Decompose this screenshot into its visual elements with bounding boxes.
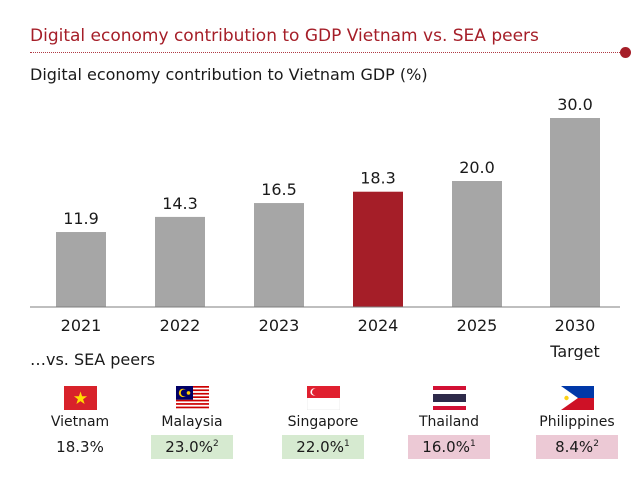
peer-value: 22.0%1 — [282, 435, 364, 459]
category-label: 2021 — [61, 316, 102, 335]
header-divider — [30, 52, 620, 53]
malaysia-flag-icon — [175, 386, 209, 410]
bar-2024 — [353, 191, 403, 307]
thailand-flag-icon — [432, 386, 466, 410]
category-label: Target — [549, 342, 600, 360]
peer-name: Singapore — [287, 414, 359, 430]
category-label: 2025 — [457, 316, 498, 335]
peer-name: Vietnam — [50, 414, 110, 430]
category-label: 2022 — [160, 316, 201, 335]
peer-malaysia: Malaysia 23.0%2 — [137, 386, 247, 459]
singapore-flag-icon — [306, 386, 340, 410]
peer-philippines: Philippines 8.4%2 — [522, 386, 632, 459]
peer-value: 8.4%2 — [536, 435, 618, 459]
value-label: 30.0 — [557, 95, 593, 114]
value-label: 11.9 — [63, 209, 99, 228]
peer-value: 18.3% — [56, 438, 104, 456]
peer-name: Malaysia — [161, 414, 223, 430]
philippines-flag-icon — [560, 386, 594, 410]
value-label: 20.0 — [459, 158, 495, 177]
peer-value: 23.0%2 — [151, 435, 233, 459]
peer-singapore: Singapore 22.0%1 — [268, 386, 378, 459]
bar-2023 — [254, 203, 304, 307]
category-label: 2023 — [259, 316, 300, 335]
category-label: 2024 — [358, 316, 399, 335]
value-label: 16.5 — [261, 180, 297, 199]
peers-title: …vs. SEA peers — [30, 350, 156, 369]
vietnam-flag-icon — [63, 386, 97, 410]
peer-vietnam: Vietnam 18.3% — [25, 386, 135, 459]
peer-value: 16.0%1 — [408, 435, 490, 459]
bar-2022 — [155, 216, 205, 307]
peer-thailand: Thailand 16.0%1 — [394, 386, 504, 459]
chart-title: Digital economy contribution to Vietnam … — [30, 65, 428, 84]
page-title: Digital economy contribution to GDP Viet… — [30, 26, 539, 46]
value-label: 14.3 — [162, 194, 198, 213]
peer-name: Philippines — [539, 414, 615, 430]
category-label: 2030 — [555, 316, 596, 335]
header-dot-icon — [620, 47, 631, 58]
bar-2030 — [550, 118, 600, 307]
bar-2025 — [452, 181, 502, 307]
peer-name: Thailand — [418, 414, 480, 430]
bar-chart: 11.9 2021 14.3 2022 16.5 2023 18.3 2024 20.0 2025… — [30, 95, 620, 360]
bar-2021 — [56, 232, 106, 307]
value-label: 18.3 — [360, 169, 396, 188]
